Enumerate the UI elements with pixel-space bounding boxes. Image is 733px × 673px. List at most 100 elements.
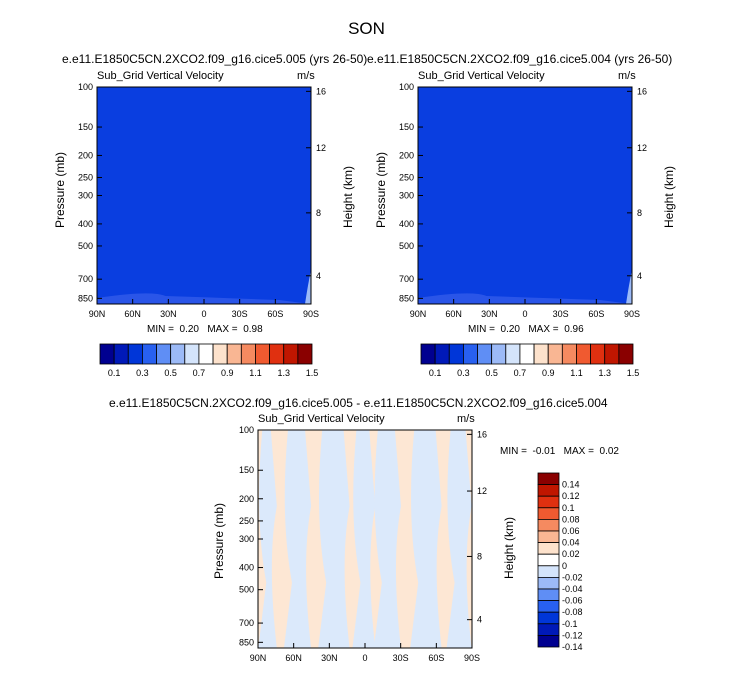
panel1-edge-region	[305, 270, 311, 304]
panel3-ytick-label: 100	[239, 425, 254, 435]
panel3-region-3	[352, 430, 376, 648]
panel2-xtick-label: 90N	[410, 309, 427, 319]
panel1-colorbar-box	[269, 343, 285, 365]
panel2-colorbar-box	[462, 343, 478, 365]
panel3-colorbar-box	[537, 611, 560, 625]
panel1-colorbar-box	[184, 343, 200, 365]
panel3-colorbar-label: 0.04	[562, 538, 580, 548]
panel1-xtick-label: 90N	[89, 309, 106, 319]
panel3-xtick-label: 0	[362, 653, 367, 663]
panel2-colorbar-box	[477, 343, 493, 365]
panel2-ytick-label: 150	[399, 122, 414, 132]
panel1-xtick-label: 60N	[124, 309, 141, 319]
panel1-colorbar-box	[141, 343, 157, 365]
panel1-ytick-label: 700	[78, 274, 93, 284]
panel1-y2tick-label: 8	[316, 208, 321, 218]
panel3-ytick-label: 700	[239, 618, 254, 628]
panel1-ytick-label: 150	[78, 122, 93, 132]
panel2-ytick-label: 300	[399, 191, 414, 201]
panel3-colorbar-box	[537, 519, 560, 532]
panel2-max: 0.96	[564, 324, 584, 335]
panel3-max: 0.02	[599, 446, 619, 457]
panel2-colorbar-label: 0.1	[429, 368, 442, 378]
panel2-title: e.e11.E1850C5CN.2XCO2.f09_g16.cice5.004 …	[367, 52, 673, 66]
panel1-colorbar-label: 0.5	[164, 368, 177, 378]
panel3-colorbar-box	[537, 507, 560, 520]
panel3-colorbar-label: -0.1	[562, 619, 578, 629]
panel2-xtick-label: 30S	[553, 309, 569, 319]
panel2-xtick-label: 30N	[481, 309, 498, 319]
panel1-ytick-label: 400	[78, 219, 93, 229]
panel2-ylabel: Pressure (mb)	[374, 152, 388, 229]
panel3-max-label: MAX =	[563, 446, 594, 457]
panel3-xtick-label: 90N	[250, 653, 267, 663]
panel3-colorbar-label: 0.12	[562, 491, 580, 501]
panel2-xtick-label: 60N	[445, 309, 462, 319]
panel1-colorbar-box	[170, 343, 186, 365]
panel2-colorbar-box	[491, 343, 507, 365]
panel3-region-1	[283, 430, 312, 648]
panel1-max: 0.98	[243, 324, 263, 335]
panel2-edge-region	[626, 270, 632, 304]
panel1-colorbar-label: 1.1	[249, 368, 262, 378]
panel2-ytick-label: 500	[399, 241, 414, 251]
panel3-y2tick-label: 16	[477, 429, 487, 439]
panel1-colorbar-box	[212, 343, 228, 365]
panel1-y2tick-label: 12	[316, 143, 326, 153]
panel1-colorbar-label: 1.3	[277, 368, 290, 378]
panel1-colorbar-box	[240, 343, 256, 365]
panel2-xtick-label: 0	[522, 309, 527, 319]
panel2-y2tick-label: 12	[637, 143, 647, 153]
panel1-colorbar-label: 0.1	[108, 368, 121, 378]
panel1-title: e.e11.E1850C5CN.2XCO2.f09_g16.cice5.005 …	[62, 52, 368, 66]
panel3-xtick-label: 30S	[393, 653, 409, 663]
panel3-ylabel: Pressure (mb)	[212, 503, 226, 580]
panel3-ytick-label: 500	[239, 585, 254, 595]
panel2-colorbar-box	[604, 343, 620, 365]
panel1-variable: Sub_Grid Vertical Velocity	[97, 70, 224, 82]
panel3-minmax: MIN = -0.01 MAX = 0.02	[500, 446, 619, 457]
panel2-min-label: MIN =	[468, 324, 495, 335]
panel3-colorbar-label: -0.04	[562, 584, 583, 594]
panel2-ytick-label: 700	[399, 274, 414, 284]
panel2-colorbar-label: 1.3	[598, 368, 611, 378]
panel3-xtick-label: 30N	[321, 653, 338, 663]
panel3-ytick-label: 300	[239, 534, 254, 544]
panel3-colorbar-label: 0	[562, 561, 567, 571]
panel2-colorbar-label: 1.5	[627, 368, 640, 378]
panel1-max-label: MAX =	[207, 324, 238, 335]
panel1-field	[97, 87, 311, 304]
panel2-colorbar-box	[590, 343, 606, 365]
panel1-colorbar-box	[198, 343, 214, 365]
panel2-variable: Sub_Grid Vertical Velocity	[418, 70, 545, 82]
panel3-title: e.e11.E1850C5CN.2XCO2.f09_g16.cice5.005 …	[109, 396, 608, 410]
panel1-ytick-label: 300	[78, 191, 93, 201]
panel1-colorbar-label: 0.7	[193, 368, 206, 378]
panel1-colorbar-label: 0.3	[136, 368, 149, 378]
panel3-ytick-label: 200	[239, 494, 254, 504]
panel3-region-0	[258, 430, 277, 648]
panel3-variable: Sub_Grid Vertical Velocity	[258, 413, 385, 425]
figure-title: SON	[348, 19, 385, 38]
panel3-colorbar-label: 0.02	[562, 549, 580, 559]
panel3-xtick-label: 90S	[464, 653, 480, 663]
panel3-colorbar-label: -0.08	[562, 607, 583, 617]
panel3-colorbar-box	[537, 553, 560, 567]
panel3-min-label: MIN =	[500, 446, 527, 457]
panel1-colorbar-box	[99, 343, 115, 365]
panel3-colorbar-box	[537, 542, 560, 555]
panel3-xtick-label: 60S	[428, 653, 444, 663]
panel3-colorbar-box	[537, 588, 560, 602]
panel1-y2tick-label: 16	[316, 86, 326, 96]
panel3-region-5	[410, 430, 442, 648]
panel3-region-6	[446, 430, 472, 648]
panel2-max-label: MAX =	[528, 324, 559, 335]
panel3-y2tick-label: 12	[477, 486, 487, 496]
panel2-minmax: MIN = 0.20 MAX = 0.96	[468, 324, 584, 335]
panel1-ytick-label: 200	[78, 150, 93, 160]
panel2-colorbar-label: 0.3	[457, 368, 470, 378]
panel1-min: 0.20	[179, 324, 199, 335]
panel2-colorbar-label: 1.1	[570, 368, 583, 378]
panel3-y2tick-label: 4	[477, 615, 482, 625]
panel1-y2tick-label: 4	[316, 271, 321, 281]
